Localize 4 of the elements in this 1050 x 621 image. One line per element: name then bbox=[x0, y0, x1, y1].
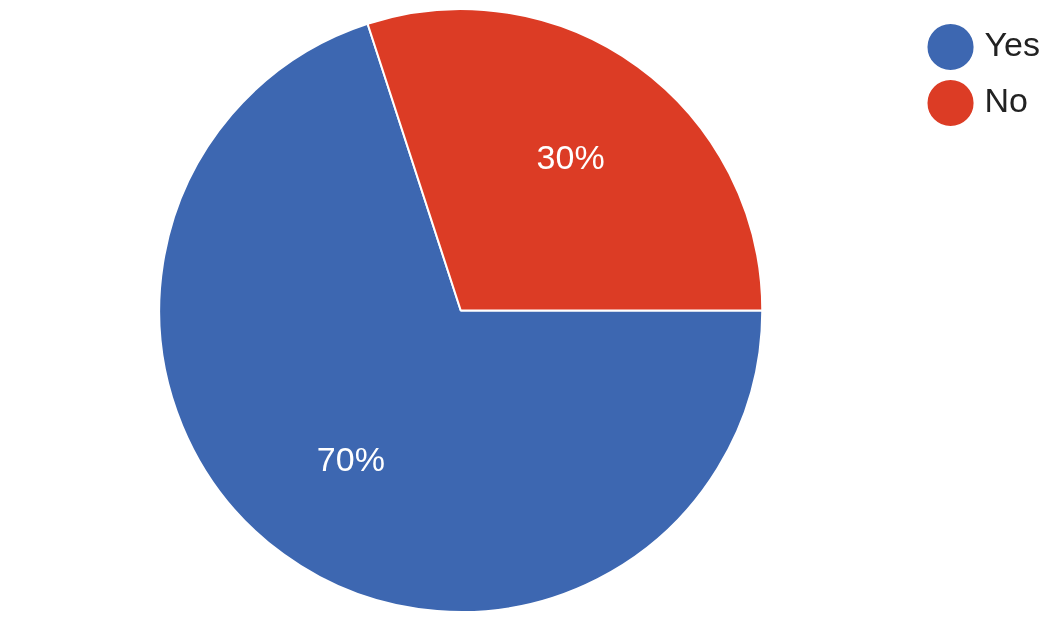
legend-label: No bbox=[984, 81, 1028, 120]
data-label: 30% bbox=[536, 137, 605, 176]
data-label: 70% bbox=[316, 440, 385, 479]
legend-label: Yes bbox=[984, 25, 1040, 64]
